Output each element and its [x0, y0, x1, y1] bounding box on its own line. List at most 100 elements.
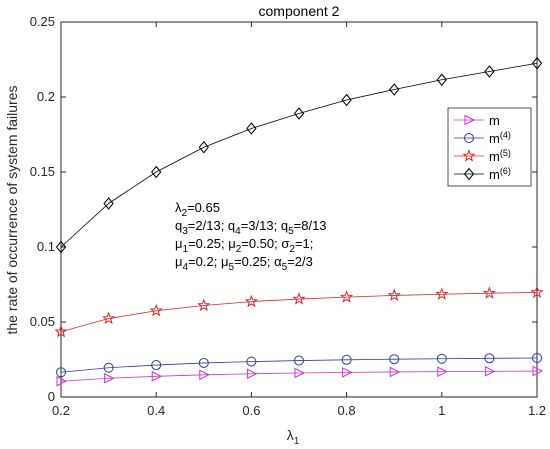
annotation-segment: 5	[288, 226, 294, 237]
y-tick-label: 0.05	[30, 314, 55, 329]
data-point	[387, 288, 401, 302]
x-axis-label-subscript: 1	[294, 436, 300, 447]
data-point	[436, 353, 447, 364]
y-tick-label: 0	[48, 389, 55, 404]
data-point	[246, 356, 257, 367]
annotation-segment: 2	[289, 244, 295, 255]
annotation-segment: α	[274, 254, 282, 269]
series-layer	[54, 56, 544, 387]
annotation-segment: σ	[281, 236, 289, 251]
y-axis-label: the rate of occurrence of system failure…	[4, 86, 20, 335]
y-axis: 0 0.05 0.1 0.15 0.2 0.25	[30, 14, 537, 404]
annotation-segment: λ	[175, 200, 182, 215]
x-tick-label: 0.8	[338, 403, 356, 418]
legend-entry: m	[454, 113, 500, 128]
x-tick-label: 1.2	[528, 403, 546, 418]
data-point	[389, 354, 400, 365]
x-tick-label: 0.2	[52, 403, 70, 418]
data-point	[55, 240, 67, 254]
data-point	[151, 360, 162, 371]
annotation-segment: q	[175, 218, 182, 233]
annotation-segment: =1;	[295, 236, 313, 251]
x-axis-label: λ1	[287, 427, 300, 447]
data-point	[436, 73, 447, 87]
plot-area	[60, 21, 538, 398]
data-point	[530, 285, 544, 299]
annotation-segment: 1	[183, 244, 189, 255]
legend: m m(4) m(5) m(6)	[447, 107, 532, 187]
data-point	[199, 369, 210, 381]
data-point	[435, 287, 449, 300]
data-point	[103, 197, 114, 210]
annotation-segment: 4	[235, 226, 241, 237]
data-point	[341, 93, 352, 107]
x-axis-label-symbol: λ	[287, 427, 294, 443]
data-point	[532, 365, 544, 377]
annotation-segment: μ	[175, 254, 183, 269]
data-point	[151, 370, 163, 382]
data-point	[54, 324, 68, 338]
chart-title: component 2	[259, 3, 340, 19]
annotation-segment: 5	[282, 262, 288, 273]
data-point	[437, 366, 448, 377]
data-point	[389, 83, 400, 96]
legend-label: m	[489, 113, 500, 128]
annotation-segment: =2/3	[287, 254, 313, 269]
data-point	[246, 368, 258, 380]
legend-marker	[464, 114, 476, 126]
annotation-segment: =0.25;	[188, 236, 228, 251]
legend-marker	[464, 133, 474, 143]
annotation-segment: =0.25;	[234, 254, 274, 269]
data-point	[293, 107, 305, 120]
annotation-line: q3=2/13; q4=3/13; q5=8/13	[175, 218, 327, 237]
x-tick-label: 0.4	[147, 403, 165, 418]
annotation-segment: 5	[228, 262, 234, 273]
annotation-line: μ1=0.25; μ2=0.50; σ2=1;	[175, 236, 313, 255]
y-tick-label: 0.2	[37, 89, 55, 104]
legend-entry: m(4)	[454, 130, 511, 146]
annotation-line: μ4=0.2; μ5=0.25; α5=2/3	[175, 254, 313, 273]
data-point	[341, 354, 352, 365]
data-point	[103, 362, 114, 373]
annotation-segment: =3/13; q	[241, 218, 288, 233]
data-point	[340, 290, 354, 303]
data-point	[244, 294, 258, 308]
data-point	[484, 65, 495, 78]
x-tick-label: 1	[438, 403, 445, 418]
x-tick-label: 0.6	[242, 403, 260, 418]
data-point	[151, 165, 162, 179]
data-point	[294, 355, 304, 366]
series-3	[54, 285, 544, 338]
annotation-segment: =8/13	[294, 218, 327, 233]
data-point	[246, 122, 257, 135]
series-1	[56, 365, 544, 387]
data-point	[531, 56, 543, 70]
data-point	[198, 140, 209, 154]
data-point	[482, 286, 496, 299]
series-line	[60, 370, 538, 382]
legend-marker	[462, 149, 476, 162]
y-tick-label: 0.25	[30, 14, 55, 29]
annotation-segment: 3	[182, 226, 188, 237]
annotation-segment: 4	[183, 262, 189, 273]
data-point	[56, 367, 66, 378]
y-tick-label: 0.1	[37, 239, 55, 254]
annotation-segment: =2/13; q	[188, 218, 235, 233]
annotation-segment: μ	[221, 254, 229, 269]
annotation-segment: =0.65	[187, 200, 220, 215]
annotation-line: λ2=0.65	[175, 200, 220, 219]
series-line	[60, 292, 538, 333]
series-2	[56, 353, 542, 378]
y-tick-label: 0.15	[30, 164, 55, 179]
legend-box	[447, 107, 532, 187]
series-4	[55, 56, 543, 254]
series-line	[60, 357, 538, 373]
data-point	[292, 292, 306, 305]
data-point	[532, 353, 542, 363]
data-point	[197, 298, 211, 312]
data-point	[484, 353, 495, 364]
annotation-segment: 2	[182, 208, 188, 219]
legend-label: m(4)	[489, 130, 511, 146]
